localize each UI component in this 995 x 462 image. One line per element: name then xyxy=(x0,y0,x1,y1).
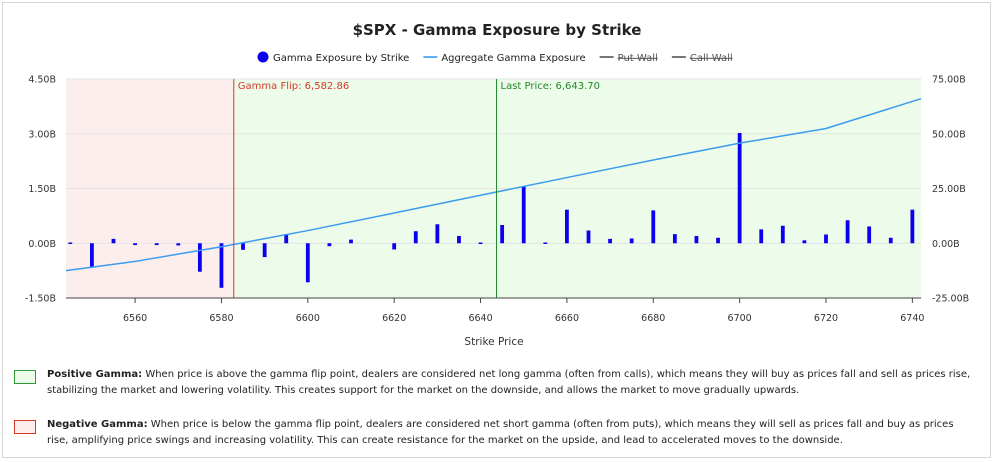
negative-gamma-note: Negative Gamma: When price is below the … xyxy=(14,417,976,449)
gamma-bar xyxy=(241,243,245,250)
gamma-bar xyxy=(413,231,418,244)
positive-gamma-text: When price is above the gamma flip point… xyxy=(47,369,971,396)
gamma-bar xyxy=(154,243,159,246)
last-price-label: Last Price: 6,643.70 xyxy=(501,81,600,92)
positive-gamma-heading: Positive Gamma: xyxy=(47,369,143,380)
negative-gamma-heading: Negative Gamma: xyxy=(47,419,148,430)
gamma-bar xyxy=(845,220,850,244)
gamma-bar xyxy=(565,209,569,244)
gamma-bar xyxy=(629,238,634,244)
gamma-bars xyxy=(68,133,915,288)
negative-gamma-text: When price is below the gamma flip point… xyxy=(47,419,954,446)
y-left-tick-label: 3.00B xyxy=(28,129,56,140)
y-left-tick-label: 0.00B xyxy=(28,239,56,250)
legend-label: Aggregate Gamma Exposure xyxy=(441,53,585,64)
y-left-tick-label: 4.50B xyxy=(28,75,56,86)
x-axis-label: Strike Price xyxy=(464,336,523,348)
legend-label: Call Wall xyxy=(690,53,733,64)
y-right-tick-label: 25.00B xyxy=(932,184,966,195)
gamma-flip-label: Gamma Flip: 6,582.86 xyxy=(238,81,349,92)
legend-label: Gamma Exposure by Strike xyxy=(273,53,409,64)
legend-item[interactable]: Gamma Exposure by Strike xyxy=(257,51,410,65)
gamma-bar xyxy=(651,210,656,244)
gamma-bar xyxy=(262,243,267,258)
gamma-bar xyxy=(759,229,764,244)
y-right-tick-label: -25.00B xyxy=(932,294,969,305)
gamma-bar xyxy=(219,243,224,288)
gamma-bar xyxy=(500,225,505,244)
y-right-tick-label: 0.00B xyxy=(932,239,960,250)
gamma-bar xyxy=(133,243,137,246)
aggregate-line xyxy=(65,97,922,272)
gamma-bar xyxy=(521,186,526,244)
x-tick-label: 6620 xyxy=(382,313,406,324)
legend-item[interactable]: Aggregate Gamma Exposure xyxy=(423,53,586,64)
positive-gamma-note: Positive Gamma: When price is above the … xyxy=(14,367,976,399)
x-tick-label: 6580 xyxy=(209,313,233,324)
gamma-bar xyxy=(478,242,483,244)
gamma-bar xyxy=(543,242,548,244)
gamma-bar xyxy=(327,243,332,247)
gamma-bar xyxy=(457,235,461,244)
gamma-bar xyxy=(305,243,310,283)
y-right-tick-label: 50.00B xyxy=(932,129,966,140)
gamma-bar xyxy=(780,225,785,244)
gamma-bar xyxy=(672,234,677,244)
aggregate-gamma-line xyxy=(65,97,922,272)
legend-item[interactable]: Put Wall xyxy=(599,53,658,64)
gamma-bar xyxy=(349,239,353,244)
legend-label: Put Wall xyxy=(618,53,658,64)
gamma-bar xyxy=(586,230,591,244)
gamma-bar xyxy=(716,237,720,244)
legend-circle-icon xyxy=(257,51,269,63)
positive-gamma-swatch xyxy=(14,370,36,384)
gamma-bar xyxy=(197,243,202,272)
chart-title: $SPX - Gamma Exposure by Strike xyxy=(353,21,642,39)
gamma-exposure-chart: Gamma Flip: 6,582.86 Last Price: 6,643.70… xyxy=(25,21,969,348)
gamma-bar xyxy=(888,237,893,244)
gamma-bar xyxy=(435,224,440,244)
gamma-bar xyxy=(68,242,73,244)
negative-gamma-swatch xyxy=(14,420,36,434)
x-tick-label: 6600 xyxy=(296,313,320,324)
x-tick-label: 6720 xyxy=(814,313,838,324)
x-tick-label: 6700 xyxy=(728,313,752,324)
x-tick-label: 6660 xyxy=(555,313,579,324)
y-right-tick-label: 75.00B xyxy=(932,75,966,86)
gamma-bar xyxy=(824,234,828,244)
y-left-tick-label: 1.50B xyxy=(28,184,56,195)
x-tick-label: 6740 xyxy=(900,313,924,324)
gamma-bar xyxy=(176,243,181,246)
legend-item[interactable]: Call Wall xyxy=(671,53,733,64)
gamma-bar xyxy=(90,243,94,267)
legend: Gamma Exposure by Strike Aggregate Gamma … xyxy=(257,51,733,65)
gamma-bar xyxy=(910,209,915,244)
x-tick-label: 6680 xyxy=(641,313,665,324)
x-tick-label: 6640 xyxy=(468,313,492,324)
gamma-bar xyxy=(111,238,116,244)
x-tick-label: 6560 xyxy=(123,313,147,324)
annotations: Gamma Flip: 6,582.86 Last Price: 6,643.70 xyxy=(233,79,600,298)
axes: -1.50B 0.00B 1.50B 3.00B 4.50B -25.00B 0.00B 25… xyxy=(25,75,969,325)
gamma-bar xyxy=(392,243,397,250)
gamma-bar xyxy=(802,240,807,244)
gamma-bar xyxy=(608,238,612,244)
gamma-bar xyxy=(867,226,872,244)
gamma-bar xyxy=(737,133,742,244)
y-left-tick-label: -1.50B xyxy=(25,294,56,305)
gamma-bar xyxy=(284,234,289,244)
gamma-bar xyxy=(694,235,699,244)
